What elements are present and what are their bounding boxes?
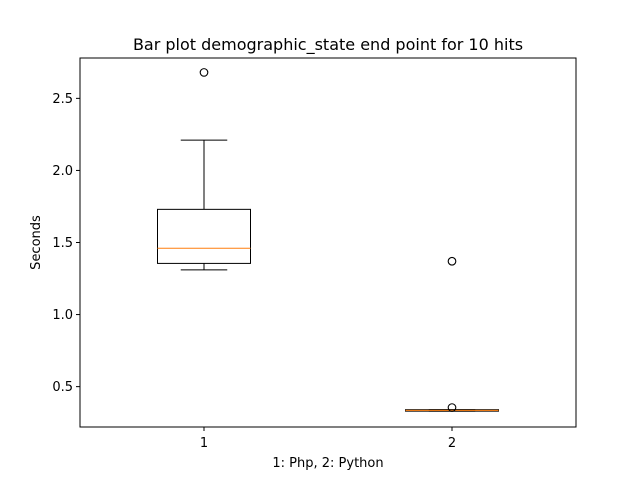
box-group: [157, 68, 251, 271]
y-axis-label: Seconds: [29, 215, 44, 270]
box-series: [157, 68, 499, 412]
y-tick-label: 2.5: [52, 92, 73, 107]
x-tick-label: 2: [448, 436, 456, 451]
box-group: [405, 256, 499, 412]
outlier-point: [199, 68, 209, 77]
plot-area-frame: [79, 57, 577, 428]
x-axis-label: 1: Php, 2: Python: [272, 456, 383, 471]
y-tick-label: 0.5: [52, 380, 73, 395]
box-iqr: [157, 208, 251, 264]
chart-title: Bar plot demographic_state end point for…: [133, 35, 523, 55]
y-tick-label: 1.0: [52, 308, 73, 323]
outlier-point: [447, 256, 457, 266]
y-axis: 0.5 1.0 1.5 2.0 2.5: [52, 92, 80, 395]
y-tick-label: 1.5: [52, 236, 73, 251]
outlier-point: [447, 403, 457, 412]
x-tick-label: 1: [200, 436, 208, 451]
y-tick-label: 2.0: [52, 164, 73, 179]
